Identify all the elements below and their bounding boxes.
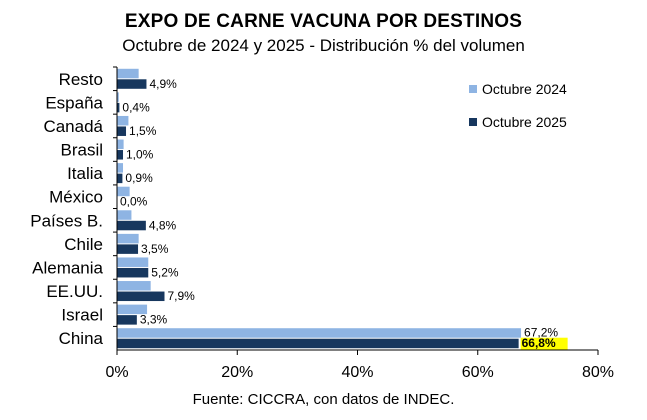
category-label-ee-uu: EE.UU. — [46, 282, 103, 301]
data-label-2025-israel: 3,3% — [140, 313, 168, 327]
category-label-chile: Chile — [64, 235, 103, 254]
bar-2025-ee-uu — [117, 291, 165, 302]
data-label-2024-china: 67,2% — [524, 326, 558, 340]
x-tick-label: 60% — [462, 364, 494, 381]
bar-2024-alemania — [117, 257, 149, 267]
data-label-2025-canada: 1,5% — [129, 124, 157, 138]
bar-2025-chile — [117, 244, 139, 254]
data-label-2025-alemania: 5,2% — [151, 265, 179, 279]
category-label-italia: Italia — [67, 164, 103, 183]
bar-2024-chile — [117, 233, 139, 244]
data-label-2025-ee-uu: 7,9% — [167, 289, 195, 303]
data-label-2025-china: 66,8% — [522, 336, 556, 350]
category-label-canada: Canadá — [43, 117, 103, 136]
bar-2024-paises-b — [117, 210, 132, 220]
bar-2025-canada — [117, 126, 127, 136]
legend-item-2024: Octubre 2024 — [469, 81, 567, 97]
category-label-espana: España — [45, 93, 103, 112]
bar-2025-paises-b — [117, 220, 146, 231]
category-label-israel: Israel — [61, 306, 103, 325]
bar-2024-canada — [117, 115, 129, 126]
bar-2025-israel — [117, 315, 137, 325]
data-label-2025-paises-b: 4,8% — [149, 218, 177, 232]
category-label-brasil: Brasil — [60, 141, 103, 160]
category-label-paises-b: Países B. — [30, 211, 103, 230]
legend-swatch-2024 — [469, 85, 477, 93]
bar-2024-espana — [117, 92, 119, 102]
chart-subtitle: Octubre de 2024 y 2025 - Distribución % … — [122, 36, 525, 55]
bar-2024-mexico — [117, 186, 130, 197]
legend-item-2025: Octubre 2025 — [469, 114, 567, 130]
bar-2025-italia — [117, 173, 123, 184]
bar-2024-brasil — [117, 139, 124, 150]
bar-2025-resto — [117, 79, 147, 89]
data-label-highlight — [520, 337, 568, 351]
legend-swatch-2025 — [469, 118, 477, 126]
legend-label-2024: Octubre 2024 — [482, 81, 567, 97]
x-tick-label: 40% — [341, 364, 373, 381]
bar-2024-china — [117, 328, 522, 338]
data-label-2025-espana: 0,4% — [122, 100, 150, 114]
chart-title: EXPO DE CARNE VACUNA POR DESTINOS — [124, 11, 523, 32]
x-tick-label: 20% — [221, 364, 253, 381]
category-label-alemania: Alemania — [32, 258, 103, 277]
bar-2024-resto — [117, 68, 139, 79]
x-tick-label: 80% — [582, 364, 614, 381]
bar-2025-espana — [117, 102, 120, 113]
bar-2024-ee-uu — [117, 281, 151, 291]
bar-2024-israel — [117, 304, 148, 315]
data-label-2025-mexico: 0,0% — [120, 195, 148, 209]
data-label-2025-italia: 0,9% — [125, 171, 153, 185]
x-tick-label: 0% — [105, 364, 128, 381]
bar-2025-china — [117, 338, 519, 349]
data-label-2025-resto: 4,9% — [149, 77, 177, 91]
legend-label-2025: Octubre 2025 — [482, 114, 567, 130]
bar-2025-alemania — [117, 267, 149, 278]
data-label-2025-chile: 3,5% — [141, 242, 169, 256]
category-label-mexico: México — [49, 188, 103, 207]
data-label-2025-brasil: 1,0% — [126, 148, 154, 162]
category-label-china: China — [59, 329, 104, 348]
bar-2025-brasil — [117, 150, 124, 160]
bar-2024-italia — [117, 163, 124, 173]
source-note: Fuente: CICCRA, con datos de INDEC. — [192, 391, 455, 408]
category-label-resto: Resto — [59, 70, 103, 89]
